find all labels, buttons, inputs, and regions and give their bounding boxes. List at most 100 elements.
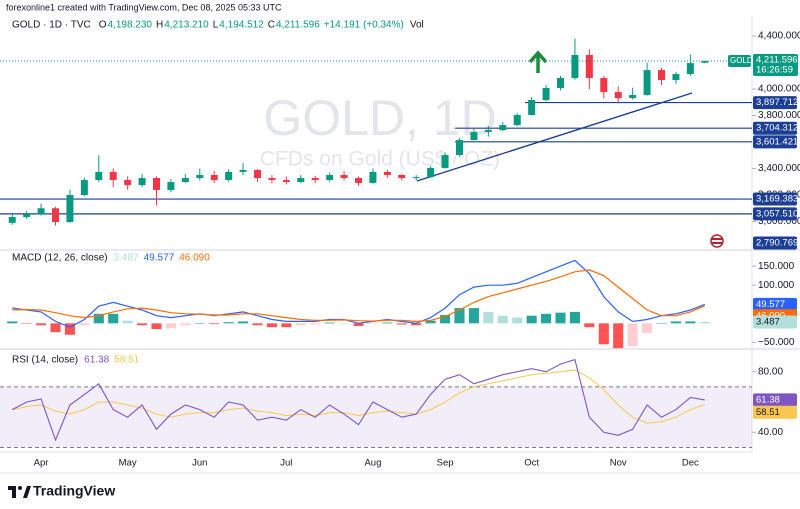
ohlc-key: O [99, 20, 107, 31]
candle-body [80, 180, 88, 196]
legend-value: 58.51 [114, 355, 139, 366]
candle-body [456, 140, 463, 155]
histogram-bar [569, 311, 580, 324]
histogram-bar [642, 323, 653, 333]
x-tick-label: Nov [610, 458, 627, 469]
candle-body [470, 132, 478, 141]
brand-name: TradingView [33, 483, 115, 499]
candle-body [95, 171, 103, 181]
candle-body [239, 169, 247, 172]
candle-body [52, 208, 59, 223]
candle-body [412, 177, 420, 179]
ohlc-value: 4,213.210 [164, 20, 209, 31]
histogram-bar [497, 315, 508, 324]
level-label: 2,790.769 [756, 238, 798, 249]
candle-body [109, 171, 117, 181]
candle-body [311, 178, 319, 181]
symbol-label: GOLD · 1D · TVC [12, 20, 91, 31]
ohlc-value: 4,194.512 [219, 20, 264, 31]
candle-body [138, 178, 146, 186]
histogram-bar [21, 323, 32, 324]
histogram-bar [526, 315, 537, 324]
candle-body [484, 130, 492, 133]
indicator-line [12, 259, 706, 328]
candle-body [629, 94, 637, 99]
ohlc-value: 4,211.596 [276, 20, 320, 31]
countdown-label: 16:26:59 [756, 64, 793, 75]
histogram-value-tag: 3.487 [756, 317, 780, 328]
candle-body [686, 63, 694, 75]
candle-body [441, 154, 449, 168]
candle-body [557, 78, 564, 88]
level-label-box [753, 207, 797, 221]
histogram-bar [339, 322, 350, 324]
indicator-line [12, 369, 705, 424]
flag-icon [710, 234, 724, 248]
candle-body [124, 180, 132, 186]
candle-body [268, 178, 276, 181]
candle-body [643, 70, 651, 95]
level-label: 3,704.312 [756, 123, 798, 134]
legend-value: 49.577 [144, 253, 175, 264]
histogram-bar [295, 323, 306, 326]
x-tick-label: Dec [682, 458, 699, 469]
level-label: 3,169.383 [756, 194, 798, 205]
candle-body [340, 174, 348, 179]
histogram-bar [656, 323, 667, 324]
candle-body [282, 180, 290, 183]
y-tick-label: −50.000 [758, 337, 795, 348]
histogram-bar [483, 311, 494, 324]
ohlc-key: C [268, 20, 275, 31]
y-tick-label: 80.00 [758, 366, 783, 377]
histogram-bar [512, 317, 523, 324]
candle-body [37, 208, 45, 214]
histogram-bar [699, 322, 710, 324]
level-label-box [753, 236, 797, 250]
indicator-title: RSI (14, close) [12, 355, 78, 366]
histogram-bar [79, 323, 90, 326]
level-label: 3,057.510 [756, 208, 798, 219]
macd-value-tag: 49.577 [756, 299, 785, 310]
ohlc-value: 4,198.230 [108, 20, 153, 31]
change-label: +14.191 (+0.34%) [324, 20, 404, 31]
histogram-bar [7, 321, 18, 324]
histogram-bar [108, 313, 119, 324]
arrow-up-icon [528, 50, 548, 73]
x-tick-label: May [119, 458, 137, 469]
candle-body [528, 100, 536, 115]
histogram-bar [425, 320, 436, 324]
histogram-bar [209, 323, 220, 325]
candle-body [196, 174, 204, 179]
histogram-bar [353, 323, 364, 327]
x-tick-label: Jul [280, 458, 292, 469]
watermark-description: CFDs on Gold (US$ / OZ) [260, 148, 500, 171]
last-price-label: 4,211.596 [756, 54, 798, 65]
histogram-value-tag-box [753, 315, 797, 329]
candle-body [672, 74, 680, 81]
x-tick-label: Aug [364, 458, 381, 469]
rsi-ma-value-tag: 58.51 [756, 407, 780, 418]
candle-body [600, 78, 608, 93]
histogram-bar [613, 323, 624, 349]
histogram-bar [252, 323, 263, 326]
histogram-bar [122, 320, 133, 324]
x-tick-label: Jun [192, 458, 207, 469]
ohlc-key: L [213, 20, 219, 31]
histogram-bar [627, 323, 638, 347]
histogram-bar [454, 308, 465, 324]
histogram-bar [670, 321, 681, 324]
candle-body [326, 174, 334, 181]
rsi-band [0, 386, 752, 448]
level-label-box [753, 192, 797, 206]
ohlc-key: H [156, 20, 163, 31]
y-tick-label: 4,400.000 [758, 31, 800, 42]
histogram-bar [223, 322, 234, 324]
y-tick-label: 100.000 [758, 280, 795, 291]
brand-logo [8, 486, 31, 498]
histogram-bar [324, 322, 335, 324]
histogram-bar [411, 323, 422, 326]
candle-body [181, 178, 189, 183]
histogram-bar [598, 323, 609, 345]
level-label-box [753, 135, 797, 149]
